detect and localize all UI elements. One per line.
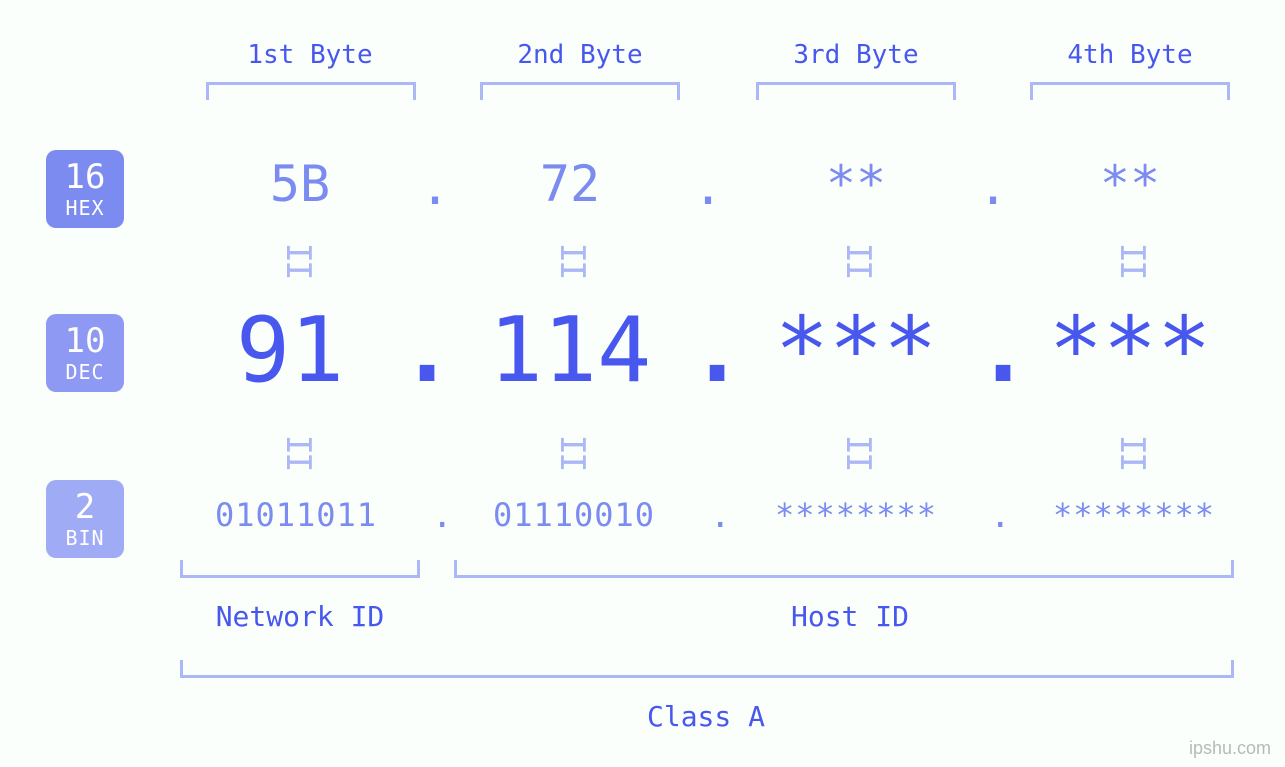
eq-hexdec-4: II <box>1112 220 1152 300</box>
hex-dot-3: . <box>978 158 1008 216</box>
bin-byte-3: ******** <box>726 496 986 534</box>
dec-byte-4: *** <box>1000 298 1260 403</box>
byte-label-4: 4th Byte <box>1020 40 1240 70</box>
eq-hexdec-1: II <box>278 220 318 300</box>
hex-byte-1: 5B <box>190 155 410 213</box>
bracket-class <box>180 660 1234 678</box>
eq-decbin-2: II <box>552 412 592 492</box>
dec-byte-3: *** <box>726 298 986 403</box>
bracket-network-id <box>180 560 420 578</box>
top-bracket-2 <box>480 82 680 100</box>
badge-hex: 16 HEX <box>46 150 124 228</box>
bin-byte-2: 01110010 <box>444 496 704 534</box>
hex-dot-1: . <box>420 158 450 216</box>
eq-hexdec-3: II <box>838 220 878 300</box>
byte-label-3: 3rd Byte <box>746 40 966 70</box>
badge-hex-num: 16 <box>65 159 106 196</box>
bracket-host-id <box>454 560 1234 578</box>
dec-byte-2: 114 <box>440 298 700 403</box>
badge-bin-label: BIN <box>65 527 104 549</box>
badge-bin: 2 BIN <box>46 480 124 558</box>
hex-byte-3: ** <box>746 155 966 213</box>
badge-hex-label: HEX <box>65 197 104 219</box>
byte-label-2: 2nd Byte <box>470 40 690 70</box>
watermark: ipshu.com <box>1189 738 1271 759</box>
eq-decbin-4: II <box>1112 412 1152 492</box>
hex-byte-2: 72 <box>460 155 680 213</box>
badge-dec-num: 10 <box>65 323 106 360</box>
badge-bin-num: 2 <box>75 489 95 526</box>
label-class: Class A <box>616 700 796 733</box>
bin-byte-1: 01011011 <box>166 496 426 534</box>
top-bracket-4 <box>1030 82 1230 100</box>
eq-hexdec-2: II <box>552 220 592 300</box>
eq-decbin-1: II <box>278 412 318 492</box>
label-host-id: Host ID <box>770 600 930 633</box>
eq-decbin-3: II <box>838 412 878 492</box>
badge-dec: 10 DEC <box>46 314 124 392</box>
hex-dot-2: . <box>693 158 723 216</box>
byte-label-1: 1st Byte <box>200 40 420 70</box>
badge-dec-label: DEC <box>65 361 104 383</box>
top-bracket-1 <box>206 82 416 100</box>
hex-byte-4: ** <box>1020 155 1240 213</box>
label-network-id: Network ID <box>210 600 390 633</box>
top-bracket-3 <box>756 82 956 100</box>
bin-byte-4: ******** <box>1004 496 1264 534</box>
dec-byte-1: 91 <box>160 298 420 403</box>
